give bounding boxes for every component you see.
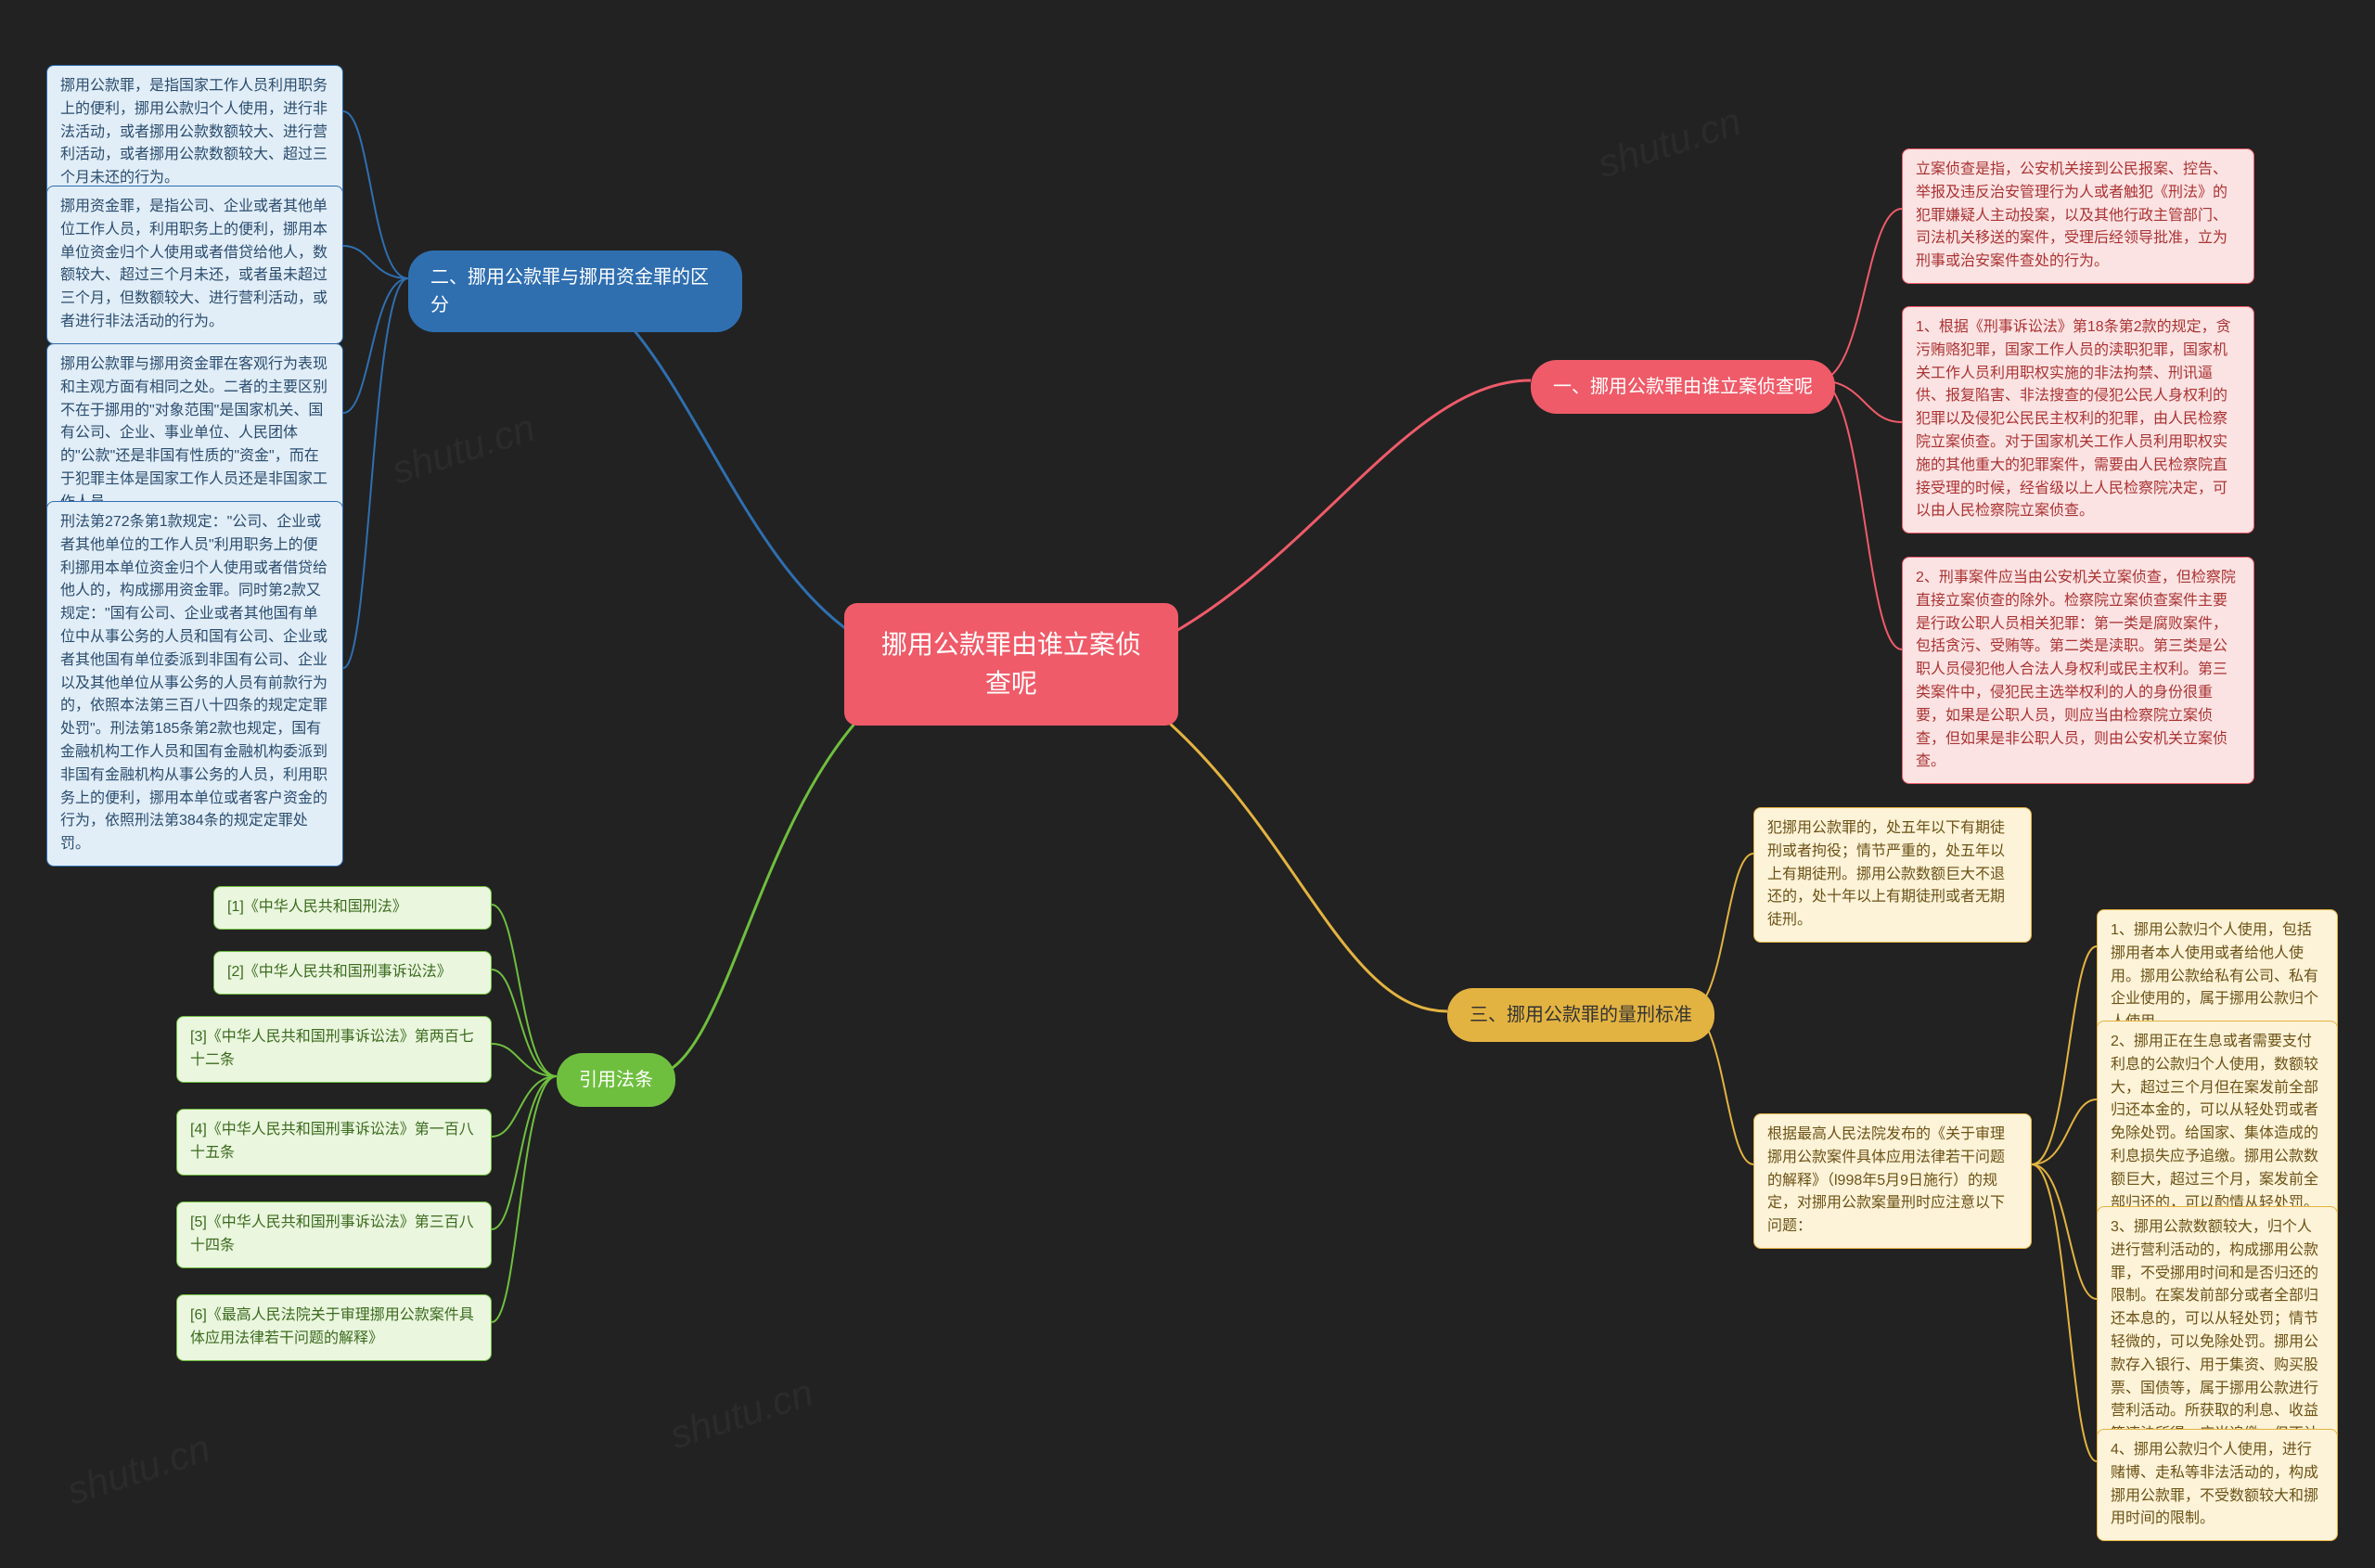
branch-2-leaf-1[interactable]: 挪用公款罪，是指国家工作人员利用职务上的便利，挪用公款归个人使用，进行非法活动，… xyxy=(46,65,343,200)
branch-2[interactable]: 二、挪用公款罪与挪用资金罪的区分 xyxy=(408,251,742,332)
branch-4-leaf-3[interactable]: [3]《中华人民共和国刑事诉讼法》第两百七十二条 xyxy=(176,1016,492,1083)
branch-3[interactable]: 三、挪用公款罪的量刑标准 xyxy=(1447,988,1714,1042)
branch-4[interactable]: 引用法条 xyxy=(557,1053,675,1107)
branch-1-leaf-1[interactable]: 立案侦查是指，公安机关接到公民报案、控告、举报及违反治安管理行为人或者触犯《刑法… xyxy=(1902,148,2254,284)
branch-4-leaf-6[interactable]: [6]《最高人民法院关于审理挪用公款案件具体应用法律若干问题的解释》 xyxy=(176,1294,492,1361)
branch-1[interactable]: 一、挪用公款罪由谁立案侦查呢 xyxy=(1531,360,1835,414)
branch-3-leaf-1[interactable]: 犯挪用公款罪的，处五年以下有期徒刑或者拘役；情节严重的，处五年以上有期徒刑。挪用… xyxy=(1753,807,2032,943)
watermark: shutu.cn xyxy=(664,1370,818,1459)
watermark: shutu.cn xyxy=(1592,99,1746,187)
branch-3-leaf-2[interactable]: 根据最高人民法院发布的《关于审理挪用公款案件具体应用法律若干问题的解释》（l99… xyxy=(1753,1113,2032,1249)
branch-2-leaf-4[interactable]: 刑法第272条第1款规定："公司、企业或者其他单位的工作人员"利用职务上的便利挪… xyxy=(46,501,343,867)
branch-4-leaf-2[interactable]: [2]《中华人民共和国刑事诉讼法》 xyxy=(213,951,492,995)
branch-2-leaf-3[interactable]: 挪用公款罪与挪用资金罪在客观行为表现和主观方面有相同之处。二者的主要区别不在于挪… xyxy=(46,343,343,525)
branch-4-leaf-5[interactable]: [5]《中华人民共和国刑事诉讼法》第三百八十四条 xyxy=(176,1202,492,1268)
branch-4-leaf-1[interactable]: [1]《中华人民共和国刑法》 xyxy=(213,886,492,930)
branch-4-leaf-4[interactable]: [4]《中华人民共和国刑事诉讼法》第一百八十五条 xyxy=(176,1109,492,1176)
watermark: shutu.cn xyxy=(61,1426,215,1514)
watermark: shutu.cn xyxy=(386,405,540,494)
branch-3-sub-4[interactable]: 4、挪用公款归个人使用，进行赌博、走私等非法活动的，构成挪用公款罪，不受数额较大… xyxy=(2097,1429,2338,1541)
branch-1-leaf-3[interactable]: 2、刑事案件应当由公安机关立案侦查，但检察院直接立案侦查的除外。检察院立案侦查案… xyxy=(1902,557,2254,784)
branch-1-leaf-2[interactable]: 1、根据《刑事诉讼法》第18条第2款的规定，贪污贿赂犯罪，国家工作人员的渎职犯罪… xyxy=(1902,306,2254,533)
branch-3-sub-2[interactable]: 2、挪用正在生息或者需要支付利息的公款归个人使用，数额较大，超过三个月但在案发前… xyxy=(2097,1021,2338,1225)
center-topic[interactable]: 挪用公款罪由谁立案侦查呢 xyxy=(844,603,1178,726)
branch-2-leaf-2[interactable]: 挪用资金罪，是指公司、企业或者其他单位工作人员，利用职务上的便利，挪用本单位资金… xyxy=(46,186,343,344)
